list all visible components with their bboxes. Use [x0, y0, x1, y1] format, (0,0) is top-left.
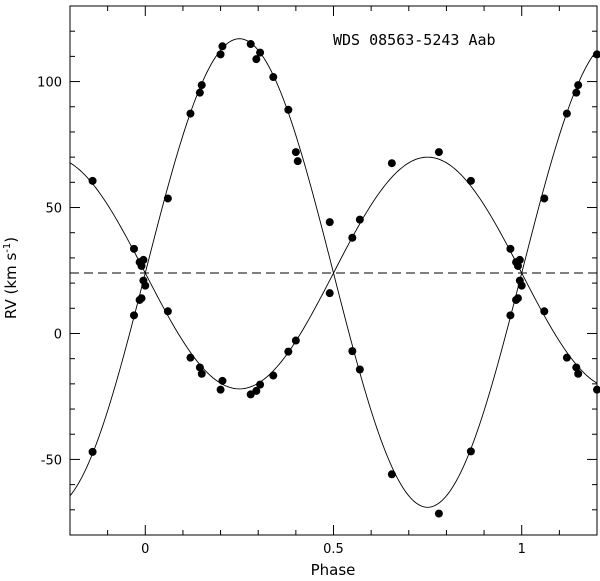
- primary-rv-point: [186, 353, 195, 362]
- secondary-rv-point: [540, 307, 549, 316]
- secondary-rv-point: [434, 509, 443, 518]
- primary-rv-point: [291, 336, 300, 345]
- primary-rv-point: [256, 380, 265, 389]
- primary-rv-point: [387, 159, 396, 168]
- primary-rv-point: [540, 194, 549, 203]
- secondary-rv-point: [246, 40, 255, 49]
- secondary-rv-point: [562, 109, 571, 118]
- primary-rv-point: [355, 215, 364, 224]
- secondary-rv-point: [141, 281, 150, 290]
- y-axis-label-exponent: -1: [2, 243, 13, 253]
- secondary-rv-point: [593, 50, 600, 59]
- secondary-rv-point: [195, 88, 204, 97]
- x-axis-label: Phase: [311, 561, 356, 579]
- primary-rv-point: [218, 376, 227, 385]
- secondary-rv-point: [348, 347, 357, 356]
- primary-rv-point: [574, 369, 583, 378]
- secondary-rv-point: [466, 447, 475, 456]
- primary-rv-point: [269, 371, 278, 380]
- secondary-rv-point: [387, 470, 396, 479]
- primary-rv-point: [593, 385, 600, 394]
- secondary-rv-point: [88, 447, 97, 456]
- data-points: [88, 40, 600, 518]
- primary-rv-point: [88, 176, 97, 185]
- primary-rv-point: [572, 363, 581, 372]
- secondary-rv-point: [129, 311, 138, 320]
- primary-rv-point: [216, 385, 225, 394]
- primary-rv-point: [515, 255, 524, 264]
- x-tick-label: 1: [518, 542, 526, 557]
- primary-rv-point: [195, 363, 204, 372]
- secondary-rv-point: [291, 148, 300, 157]
- y-axis-label-close: ): [2, 237, 20, 243]
- primary-rv-point: [562, 353, 571, 362]
- secondary-rv-point: [216, 50, 225, 59]
- primary-rv-point: [506, 244, 515, 253]
- y-axis-label: RV (km s-1): [2, 237, 20, 319]
- secondary-rv-point: [186, 109, 195, 118]
- secondary-rv-point: [513, 294, 522, 303]
- secondary-rv-point: [574, 81, 583, 90]
- x-tick-label: 0: [141, 542, 149, 557]
- secondary-rv-point: [197, 81, 206, 90]
- secondary-rv-point: [137, 294, 146, 303]
- secondary-rv-point: [572, 88, 581, 97]
- secondary-rv-point: [293, 157, 302, 166]
- secondary-rv-point: [252, 55, 261, 64]
- primary-rv-point: [434, 148, 443, 157]
- secondary-rv-point: [218, 42, 227, 51]
- primary-rv-point: [466, 176, 475, 185]
- y-tick-label: 0: [54, 327, 62, 342]
- x-tick-label: 0.5: [323, 542, 344, 557]
- secondary-rv-point: [256, 48, 265, 57]
- secondary-rv-point: [325, 218, 334, 227]
- x-axis-ticks: 0 0.5 1: [69, 6, 598, 557]
- primary-rv-point: [325, 289, 334, 298]
- secondary-rv-point: [506, 311, 515, 320]
- primary-rv-point: [284, 347, 293, 356]
- primary-rv-point: [252, 386, 261, 395]
- secondary-rv-point: [284, 105, 293, 114]
- primary-rv-point: [139, 255, 148, 264]
- secondary-rv-point: [163, 307, 172, 316]
- primary-rv-point: [348, 233, 357, 242]
- secondary-rv-point: [355, 365, 364, 374]
- y-tick-label: 100: [37, 76, 62, 91]
- chart-title: WDS 08563-5243 Aab: [333, 31, 496, 49]
- primary-rv-point: [197, 369, 206, 378]
- y-tick-label: 50: [45, 202, 62, 217]
- secondary-rv-point: [517, 281, 526, 290]
- primary-rv-point: [137, 261, 146, 270]
- primary-rv-point: [129, 244, 138, 253]
- secondary-rv-point: [269, 73, 278, 82]
- y-tick-label: -50: [41, 453, 62, 468]
- primary-rv-point: [513, 261, 522, 270]
- primary-rv-point: [163, 194, 172, 203]
- plot-frame: [69, 5, 598, 536]
- y-axis-ticks: -50 0 50 100: [37, 5, 597, 536]
- y-axis-label-main: RV (km s: [2, 253, 20, 320]
- secondary-orbit-curve: [69, 38, 598, 508]
